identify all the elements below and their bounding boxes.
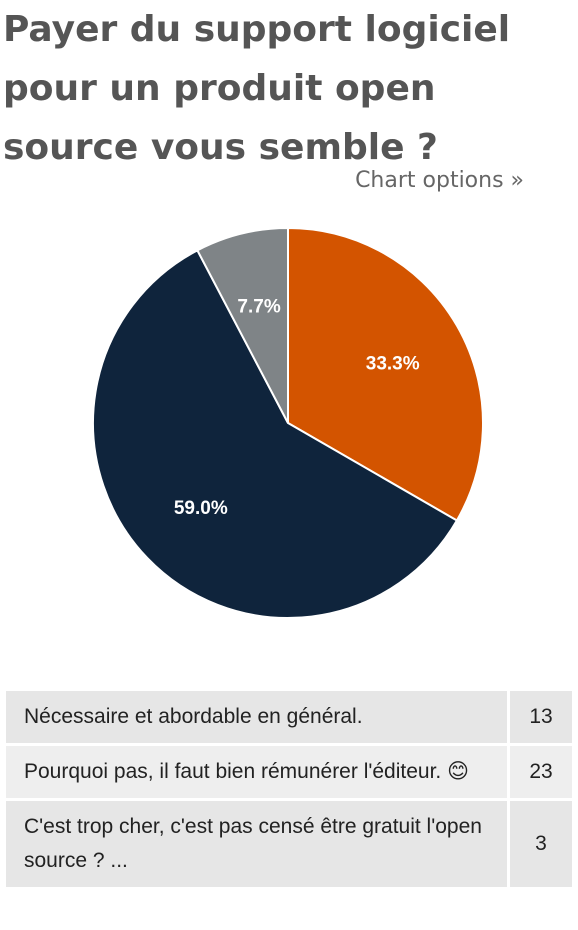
answer-label: Nécessaire et abordable en général. — [3, 688, 510, 746]
answer-count: 23 — [507, 743, 575, 801]
table-row: Pourquoi pas, il faut bien rémunérer l'é… — [3, 743, 575, 801]
answer-count: 13 — [507, 688, 575, 746]
answer-count: 3 — [507, 798, 575, 890]
poll-title: Payer du support logiciel pour un produi… — [3, 9, 511, 168]
table-row: C'est trop cher, c'est pas censé être gr… — [3, 798, 575, 890]
pie-slice-label-0: 33.3% — [366, 354, 420, 375]
table-row: Nécessaire et abordable en général. 13 — [3, 688, 575, 746]
pie-slice-0 — [287, 226, 484, 522]
chart-options-link[interactable]: Chart options » — [355, 168, 524, 193]
pie-slice-1 — [92, 248, 459, 619]
pie-slice-2 — [196, 226, 289, 424]
answer-label: C'est trop cher, c'est pas censé être gr… — [3, 798, 510, 890]
results-table: Nécessaire et abordable en général. 13 P… — [3, 688, 575, 890]
pie-slice-label-1: 59.0% — [174, 498, 228, 519]
answer-label: Pourquoi pas, il faut bien rémunérer l'é… — [3, 743, 510, 801]
pie-chart: 33.3% 59.0% 7.7% — [92, 226, 484, 619]
pie-slice-label-2: 7.7% — [237, 297, 280, 318]
